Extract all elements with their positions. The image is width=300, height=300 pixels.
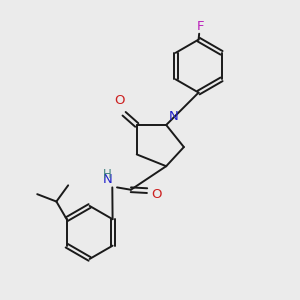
- Text: F: F: [196, 20, 204, 33]
- Text: N: N: [103, 173, 112, 186]
- Text: O: O: [152, 188, 162, 201]
- Text: H: H: [103, 168, 112, 181]
- Text: N: N: [169, 110, 179, 124]
- Text: O: O: [114, 94, 124, 107]
